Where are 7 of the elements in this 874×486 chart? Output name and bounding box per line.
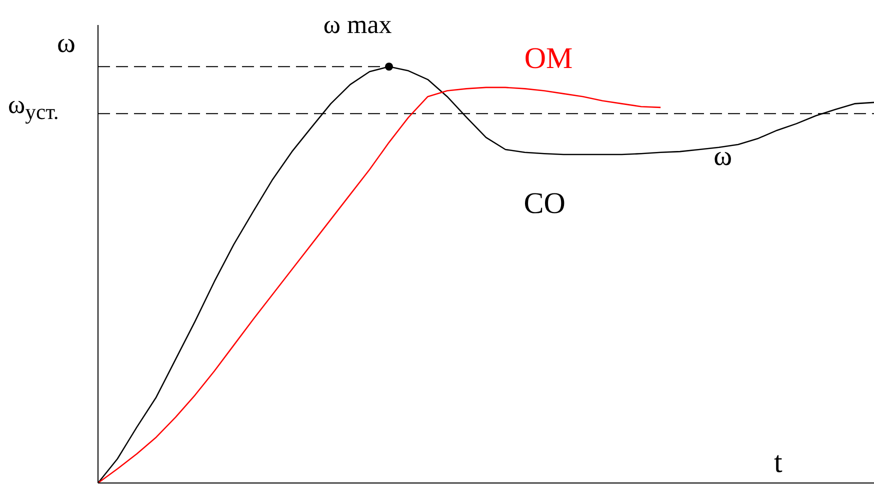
y-axis-title: ω (57, 28, 76, 59)
ref-line-label: ω max (323, 10, 392, 39)
series-label: ОМ (524, 42, 573, 75)
series-label: СО (524, 186, 566, 220)
ref-line-label: ω$_{уст.}$ (8, 90, 59, 124)
annotation: ω (714, 140, 732, 172)
x-axis-title: t (774, 446, 782, 479)
